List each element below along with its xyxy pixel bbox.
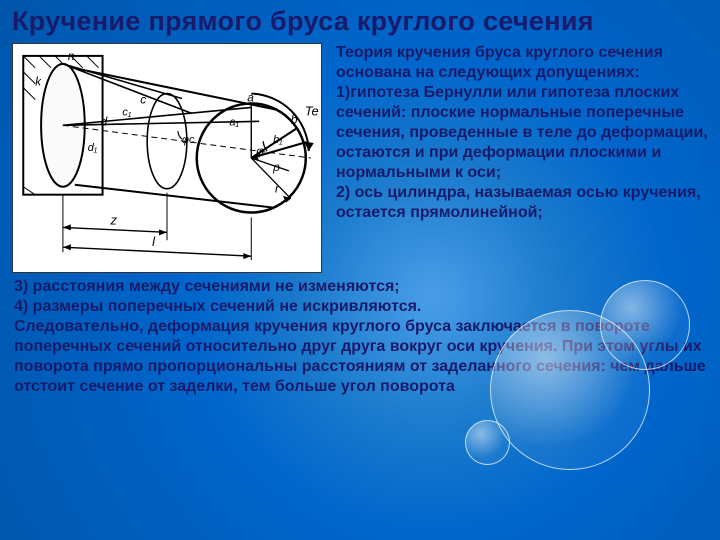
svg-text:n: n	[68, 49, 75, 63]
svg-text:c₁: c₁	[122, 106, 131, 118]
svg-text:b: b	[291, 112, 298, 126]
point-2: 2) ось цилиндра, называемая осью кручени…	[336, 183, 708, 223]
bg-bubble	[465, 420, 510, 465]
svg-text:a₁: a₁	[229, 116, 239, 128]
svg-text:c: c	[140, 92, 146, 106]
right-text-block: Теория кручения бруса круглого сечения о…	[336, 43, 708, 273]
bg-bubble	[600, 280, 690, 370]
page-title: Кручение прямого бруса круглого сечения	[0, 0, 720, 41]
intro-text: Теория кручения бруса круглого сечения о…	[336, 43, 708, 83]
svg-text:z: z	[109, 212, 117, 227]
svg-text:b₁: b₁	[273, 134, 283, 146]
svg-text:l: l	[152, 234, 156, 249]
svg-text:a: a	[247, 90, 254, 104]
svg-text:Te: Te	[305, 103, 319, 118]
point-3: 3) расстояния между сечениями не изменяю…	[14, 277, 706, 297]
svg-text:φ: φ	[256, 144, 264, 158]
svg-text:φc: φc	[182, 134, 195, 146]
torsion-diagram: n k c c₁ d d₁ φc a a₁ b b₁ φ ρ r Te z l	[12, 43, 322, 273]
svg-text:d: d	[101, 114, 108, 128]
point-1: 1)гипотеза Бернулли или гипотеза плоских…	[336, 83, 708, 183]
svg-text:d₁: d₁	[88, 142, 98, 154]
svg-text:ρ: ρ	[272, 160, 280, 174]
content-row: n k c c₁ d d₁ φc a a₁ b b₁ φ ρ r Te z l …	[0, 41, 720, 273]
